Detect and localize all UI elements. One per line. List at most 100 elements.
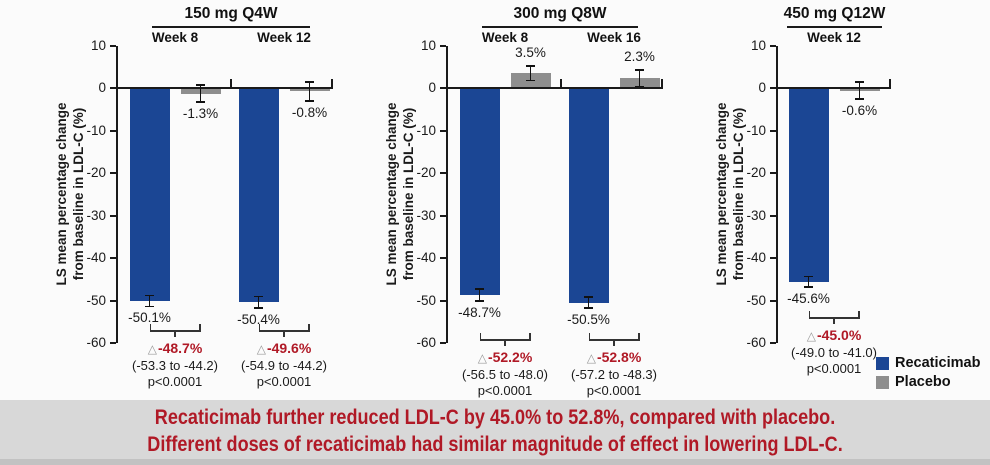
bar-recaticimab [788, 88, 829, 282]
y-tick [440, 342, 446, 344]
bracket-end-right [199, 324, 201, 330]
error-bar-line [308, 82, 311, 101]
error-bar-cap [584, 307, 593, 309]
error-bar-line [587, 297, 590, 309]
difference-annotation: △-52.2% (-56.5 to -48.0) p<0.0001 [435, 349, 575, 400]
difference-annotation: △-45.0% (-49.0 to -41.0) p<0.0001 [764, 327, 904, 378]
p-value-label: p<0.0001 [477, 383, 533, 398]
bar-recaticimab [129, 88, 170, 301]
y-tick-label: -60 [746, 335, 766, 350]
y-tick-label: -60 [416, 335, 436, 350]
bracket-end-left [588, 333, 591, 339]
x-axis [448, 87, 663, 89]
bracket-end-left [808, 311, 811, 317]
legend-label-recaticimab: Recaticimab [895, 355, 981, 371]
bracket-end-left [149, 324, 152, 330]
delta-line: △-52.2% [435, 349, 575, 367]
delta-line: △-49.6% [214, 340, 354, 358]
summary-banner: Recaticimab further reduced LDL-C by 45.… [0, 400, 990, 465]
bar-value-label: -1.3% [182, 106, 219, 122]
delta-value: -52.8% [596, 349, 642, 365]
title-underline [152, 26, 310, 28]
y-tick [110, 214, 116, 217]
comparison-bracket [588, 339, 640, 341]
error-bar-cap [305, 99, 314, 102]
error-bar-cap [475, 288, 484, 290]
p-value-label: p<0.0001 [147, 374, 203, 389]
bracket-end-left [479, 333, 482, 339]
y-tick [110, 172, 116, 174]
bar-value-label: -48.7% [458, 304, 501, 320]
delta-triangle-icon: △ [147, 342, 157, 356]
y-tick [770, 214, 776, 217]
y-tick-label: 10 [750, 37, 766, 53]
y-tick-label: -10 [86, 122, 106, 138]
y-tick-label: -10 [746, 122, 766, 138]
error-bar-line [478, 289, 481, 301]
error-bar-cap [804, 275, 813, 278]
error-bar-line [807, 276, 810, 287]
y-axis [116, 45, 118, 343]
y-tick-label: -20 [416, 165, 436, 180]
error-bar-cap [855, 81, 864, 83]
error-bar-cap [475, 300, 484, 302]
y-tick-label: -10 [416, 122, 436, 138]
comparison-bracket [258, 330, 310, 332]
error-bar-line [199, 85, 202, 103]
y-axis [776, 45, 778, 343]
y-tick [110, 44, 116, 47]
bracket-end-right [529, 333, 531, 339]
y-tick [440, 129, 446, 132]
delta-line: △-48.7% [105, 340, 245, 358]
y-tick-label: -30 [746, 207, 766, 223]
panel-150-mg-q4w: LS mean percentage change from baseline i… [0, 0, 333, 400]
x-axis-tick [230, 79, 232, 87]
error-bar-cap [254, 306, 263, 309]
y-tick-label: -50 [416, 292, 436, 308]
delta-triangle-icon: △ [806, 329, 816, 343]
error-bar-line [638, 70, 641, 87]
bar-recaticimab [238, 88, 279, 303]
comparison-bracket [479, 339, 531, 341]
delta-line: △-52.8% [544, 349, 684, 367]
y-tick-label: -50 [746, 292, 766, 308]
y-tick [110, 129, 116, 132]
difference-annotation: △-48.7% (-53.3 to -44.2) p<0.0001 [105, 340, 245, 391]
x-axis-tick [331, 79, 333, 87]
legend-item-recaticimab: Recaticimab [876, 355, 980, 371]
bar-value-label: -45.6% [787, 290, 830, 306]
panel-title: 450 mg Q12W [783, 5, 886, 22]
delta-line: △-45.0% [764, 327, 904, 345]
bar-value-label: -0.8% [291, 104, 328, 120]
error-bar-line [858, 82, 861, 100]
panel-300-mg-q8w: LS mean percentage change from baseline i… [330, 0, 663, 400]
y-tick [770, 257, 776, 259]
week-label: Week 12 [807, 30, 861, 45]
bar-value-label: -50.1% [128, 310, 171, 326]
error-bar-line [529, 65, 532, 81]
y-tick-label: -40 [86, 250, 106, 265]
error-bar-cap [635, 85, 644, 88]
x-axis-tick [889, 79, 891, 87]
bracket-end-left [258, 324, 261, 330]
y-tick-label: -30 [416, 207, 436, 223]
error-bar-cap [196, 84, 205, 86]
error-bar-cap [526, 65, 535, 67]
bar-value-label: 2.3% [624, 49, 655, 65]
delta-triangle-icon: △ [586, 351, 596, 365]
y-tick [770, 87, 776, 89]
y-tick-label: -20 [86, 165, 106, 180]
y-tick-label: 0 [758, 80, 766, 95]
error-bar-cap [305, 81, 314, 83]
bar-recaticimab [568, 88, 609, 303]
delta-value: -49.6% [266, 340, 312, 356]
bar-value-label: -0.6% [841, 103, 878, 119]
ci-label: (-57.2 to -48.3) [571, 366, 657, 382]
panel-450-mg-q12w: LS mean percentage change from baseline i… [660, 0, 990, 400]
delta-value: -45.0% [816, 327, 862, 343]
error-bar-cap [145, 294, 154, 297]
week-label: Week 16 [587, 30, 641, 45]
y-tick-label: -20 [746, 165, 766, 180]
ci-label: (-54.9 to -44.2) [241, 357, 327, 373]
